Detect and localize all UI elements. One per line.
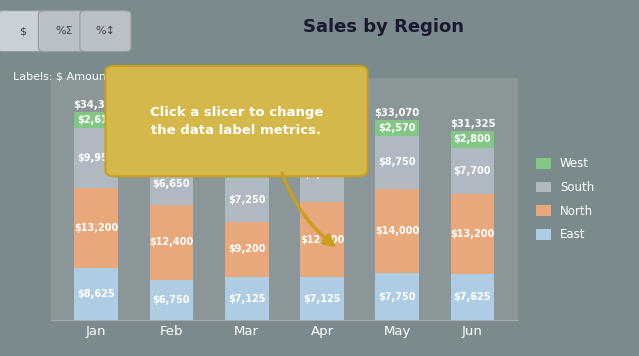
Text: %↕: %↕ [95,26,116,36]
Text: Labels: $ Amount: Labels: $ Amount [13,71,110,81]
Bar [375,136,419,189]
Bar [150,204,194,279]
Text: Sales by Region: Sales by Region [303,18,464,36]
Bar [450,131,495,148]
Bar [300,202,344,277]
Bar [300,277,344,320]
Bar [375,273,419,320]
Bar [150,148,194,164]
Bar [300,147,344,202]
Text: $8,625: $8,625 [77,289,115,299]
Text: $2,610: $2,610 [77,115,115,125]
Text: $26,185: $26,185 [224,150,270,160]
Text: $33,070: $33,070 [374,108,420,118]
Text: $7,750: $7,750 [378,292,416,302]
Text: %Σ: %Σ [55,26,73,36]
Text: $7,125: $7,125 [228,294,265,304]
Bar [150,164,194,204]
Text: $13,200: $13,200 [450,229,495,239]
Text: $9,200: $9,200 [304,169,341,179]
Text: $9,950: $9,950 [77,153,115,163]
Text: $34,385: $34,385 [73,100,119,110]
Text: $6,650: $6,650 [153,179,190,189]
Text: $6,750: $6,750 [153,295,190,305]
Bar [74,128,118,188]
Bar [375,120,419,136]
Bar [150,279,194,320]
Text: $7,250: $7,250 [228,195,265,205]
Bar [375,189,419,273]
Bar [450,148,495,194]
Text: $2,610: $2,610 [228,165,265,175]
Text: $31,295: $31,295 [299,119,344,129]
Text: $14,000: $14,000 [375,226,419,236]
Legend: West, South, North, East: West, South, North, East [533,154,597,245]
Text: $12,400: $12,400 [300,235,344,245]
Text: $7,700: $7,700 [454,166,491,176]
Text: $7,125: $7,125 [304,294,341,304]
Bar [225,178,268,221]
Text: $28,450: $28,450 [149,136,194,146]
Text: $2,800: $2,800 [454,134,491,144]
Text: $: $ [19,26,26,36]
Bar [74,268,118,320]
Text: $2,650: $2,650 [153,151,190,161]
Bar [225,221,268,277]
Text: $13,200: $13,200 [74,223,118,233]
Bar [300,131,344,147]
Text: $7,625: $7,625 [454,292,491,302]
Text: Click a slicer to change
the data label metrics.: Click a slicer to change the data label … [150,105,323,137]
Bar [74,188,118,268]
Text: $2,570: $2,570 [378,123,416,133]
Bar [225,277,268,320]
Text: $9,200: $9,200 [228,245,265,255]
Text: $2,570: $2,570 [304,134,341,144]
Bar [450,194,495,274]
Bar [74,112,118,128]
Bar [450,274,495,320]
Text: $12,400: $12,400 [150,237,194,247]
Text: $31,325: $31,325 [450,119,495,129]
Bar [225,162,268,178]
Text: $8,750: $8,750 [378,157,416,167]
